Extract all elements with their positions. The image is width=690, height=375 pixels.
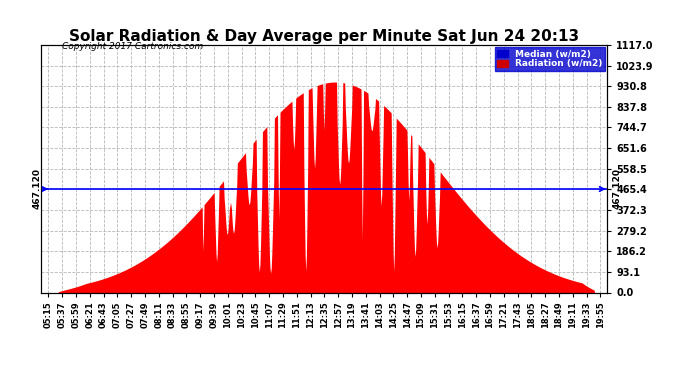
Legend: Median (w/m2), Radiation (w/m2): Median (w/m2), Radiation (w/m2): [495, 47, 605, 71]
Text: Copyright 2017 Cartronics.com: Copyright 2017 Cartronics.com: [62, 42, 204, 51]
Text: 467.120: 467.120: [613, 168, 622, 210]
Text: 467.120: 467.120: [32, 168, 41, 210]
Title: Solar Radiation & Day Average per Minute Sat Jun 24 20:13: Solar Radiation & Day Average per Minute…: [69, 29, 580, 44]
